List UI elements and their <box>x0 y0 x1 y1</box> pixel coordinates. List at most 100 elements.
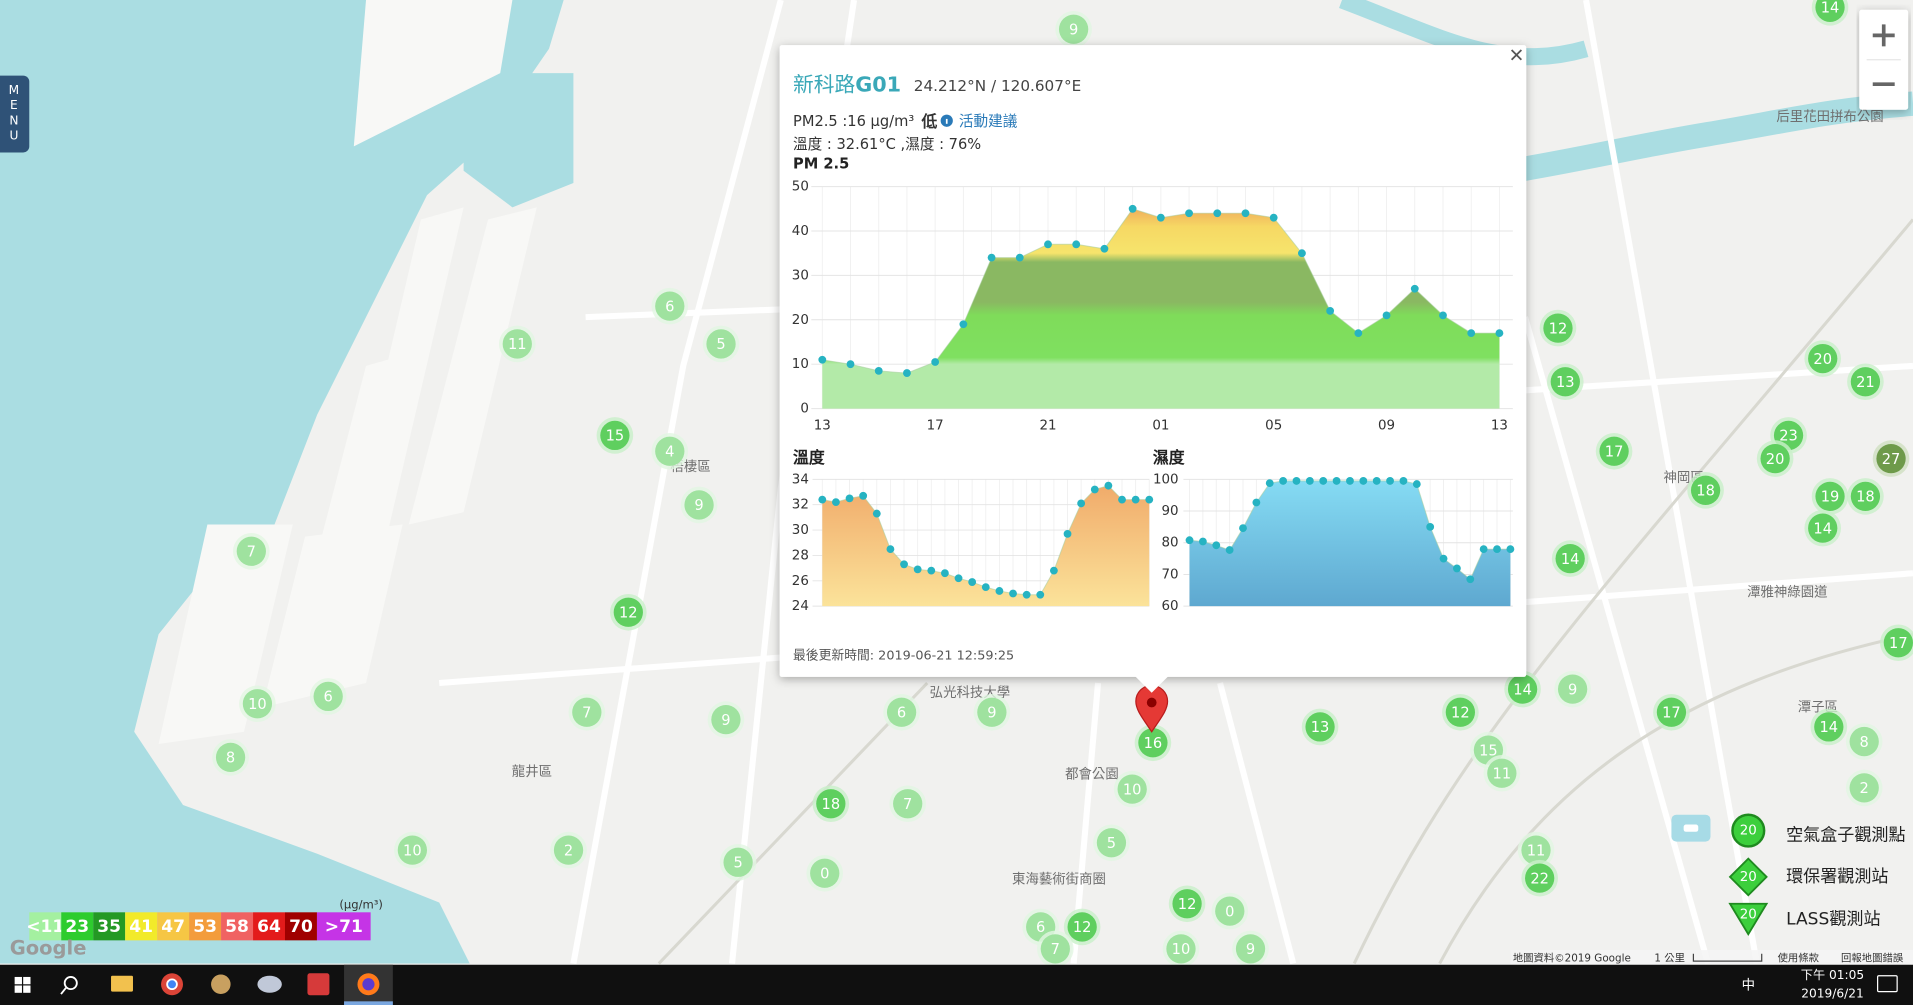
cluster[interactable]: 18 <box>1847 478 1884 515</box>
cluster[interactable]: 9 <box>1554 670 1591 708</box>
point <box>1412 480 1421 488</box>
cluster-count: 10 <box>1172 941 1191 958</box>
cluster[interactable]: 7 <box>889 785 926 823</box>
cluster-dot <box>1876 443 1906 474</box>
explorer-icon[interactable] <box>111 975 133 992</box>
cluster-count: 14 <box>1561 551 1580 568</box>
cluster[interactable]: 9 <box>680 486 718 524</box>
cluster[interactable]: 5 <box>702 325 740 363</box>
cluster[interactable]: 18 <box>1687 472 1724 509</box>
cluster[interactable]: 11 <box>1483 754 1521 792</box>
cluster-count: 18 <box>1856 489 1875 506</box>
cluster[interactable]: 20 <box>1804 340 1842 377</box>
app-icon[interactable] <box>307 973 330 996</box>
cluster-dot <box>613 597 643 627</box>
cluster[interactable]: 6 <box>883 693 920 731</box>
app-icon[interactable] <box>257 975 282 993</box>
cluster[interactable]: 17 <box>1653 693 1690 731</box>
cluster[interactable]: 7 <box>568 693 606 731</box>
cluster[interactable]: 2 <box>550 831 587 869</box>
cluster[interactable]: 0 <box>806 854 844 892</box>
point <box>874 366 883 375</box>
marker-sample: 20 <box>1740 870 1757 885</box>
zoom-in[interactable] <box>1872 24 1895 47</box>
cluster[interactable]: 10 <box>1113 770 1151 808</box>
point <box>1305 477 1314 485</box>
cluster-dot <box>1850 367 1881 397</box>
cluster[interactable]: 9 <box>1232 930 1269 968</box>
notification-icon[interactable] <box>1877 975 1898 993</box>
cluster-dot <box>1557 674 1588 704</box>
terms-link[interactable]: 使用條款 <box>1778 952 1820 965</box>
cluster[interactable]: 6 <box>309 678 347 715</box>
cluster[interactable]: 22 <box>1521 859 1558 897</box>
cluster[interactable]: 14 <box>1504 670 1541 708</box>
legend-level: 47 <box>161 917 185 937</box>
cluster[interactable]: 16 <box>1134 724 1172 762</box>
cluster[interactable]: 20 <box>1756 440 1794 477</box>
cluster[interactable]: 9 <box>1055 10 1092 48</box>
cluster-count: 11 <box>1527 842 1546 859</box>
cluster[interactable]: 9 <box>973 693 1011 731</box>
cluster[interactable]: 14 <box>1810 708 1848 746</box>
start-button[interactable] <box>14 976 31 993</box>
point <box>1015 253 1024 262</box>
close-button[interactable] <box>1510 49 1523 61</box>
cluster[interactable]: 12 <box>1442 693 1479 731</box>
legend-swatch <box>93 912 126 941</box>
point <box>1213 209 1222 218</box>
cluster[interactable]: 13 <box>1546 363 1584 401</box>
cluster[interactable]: 5 <box>719 844 757 881</box>
cluster[interactable]: 7 <box>233 532 270 570</box>
selected-pin[interactable] <box>1135 684 1169 733</box>
cluster[interactable]: 14 <box>1551 540 1589 577</box>
cluster[interactable]: 8 <box>1845 723 1883 760</box>
advice-link[interactable]: 活動建議 <box>959 112 1018 130</box>
cluster[interactable]: 12 <box>1063 908 1101 946</box>
point <box>1128 204 1137 213</box>
point <box>1072 240 1081 249</box>
cluster[interactable]: 18 <box>812 785 850 823</box>
cluster[interactable]: 19 <box>1811 478 1849 515</box>
cluster[interactable]: 14 <box>1804 509 1842 547</box>
cluster[interactable]: 8 <box>212 739 249 776</box>
cluster[interactable]: 27 <box>1872 440 1910 477</box>
cluster[interactable]: 10 <box>394 831 431 869</box>
y-tick-label: 60 <box>1161 599 1178 614</box>
y-tick-label: 80 <box>1161 536 1178 551</box>
port-basin <box>463 73 574 208</box>
cluster[interactable]: 13 <box>1301 708 1339 746</box>
cluster-dot <box>723 847 753 877</box>
cluster[interactable]: 10 <box>239 685 276 723</box>
menu-tab[interactable]: MENU <box>0 75 30 153</box>
cluster[interactable]: 6 <box>651 287 689 325</box>
report-link[interactable]: 回報地圖錯誤 <box>1841 952 1904 965</box>
place-label: 都會公園 <box>1065 766 1119 782</box>
cluster[interactable]: 2 <box>1845 769 1883 807</box>
cluster[interactable]: 17 <box>1880 624 1913 662</box>
cluster[interactable]: 21 <box>1847 363 1884 401</box>
search-icon[interactable] <box>63 976 78 991</box>
cluster[interactable]: 4 <box>651 432 689 470</box>
cluster[interactable]: 14 <box>1811 0 1849 26</box>
cluster[interactable]: 11 <box>1517 831 1555 869</box>
cluster-dot <box>1814 712 1844 742</box>
cluster[interactable]: 0 <box>1211 892 1249 930</box>
cluster[interactable]: 15 <box>596 417 634 454</box>
cluster[interactable]: 11 <box>498 325 536 363</box>
cluster[interactable]: 12 <box>1168 885 1206 923</box>
cluster[interactable]: 10 <box>1162 930 1200 968</box>
cluster[interactable]: 9 <box>707 701 745 738</box>
menu-button[interactable] <box>0 75 30 153</box>
point <box>931 358 940 366</box>
station-type: LASS觀測站 <box>1786 910 1880 930</box>
cluster[interactable]: 5 <box>1093 824 1130 862</box>
cluster-count: 14 <box>1813 520 1832 537</box>
cluster[interactable]: 12 <box>610 593 647 631</box>
app-icon[interactable] <box>211 974 231 995</box>
cluster[interactable]: 7 <box>1037 930 1074 968</box>
ime-indicator[interactable]: 中 <box>1742 977 1755 993</box>
cluster[interactable]: 12 <box>1539 309 1577 347</box>
cluster[interactable]: 17 <box>1595 432 1633 470</box>
